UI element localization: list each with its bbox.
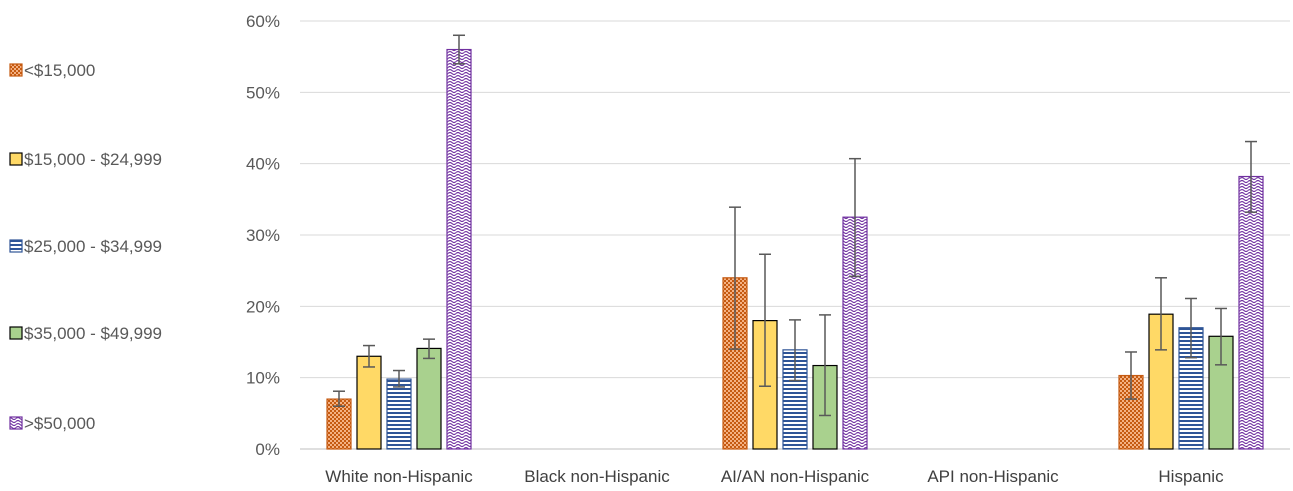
bar (1118, 374, 1144, 450)
legend-item: $15,000 - $24,999 (9, 150, 162, 169)
x-category-label: Hispanic (1158, 467, 1224, 486)
legend-label: $15,000 - $24,999 (24, 150, 162, 169)
x-category-label: AI/AN non-Hispanic (721, 467, 870, 486)
legend-item: $35,000 - $49,999 (9, 324, 162, 343)
legend-swatch (9, 152, 23, 166)
legend-label: >$50,000 (24, 414, 95, 433)
y-tick-label: 60% (246, 12, 280, 31)
legend-swatch (9, 326, 23, 340)
legend-label: $35,000 - $49,999 (24, 324, 162, 343)
error-bar (729, 206, 741, 350)
error-bar (363, 344, 375, 368)
y-tick-label: 50% (246, 83, 280, 102)
bar (1238, 175, 1264, 450)
x-category-label: API non-Hispanic (927, 467, 1059, 486)
error-bar (393, 369, 405, 388)
legend-item: <$15,000 (9, 61, 95, 80)
bar (386, 378, 412, 450)
error-bar (1245, 140, 1257, 213)
error-bar (789, 319, 801, 382)
y-tick-label: 10% (246, 369, 280, 388)
error-bar (423, 338, 435, 360)
x-category-label: Black non-Hispanic (524, 467, 670, 486)
legend-label: <$15,000 (24, 61, 95, 80)
x-category-label: White non-Hispanic (325, 467, 473, 486)
y-tick-label: 20% (246, 297, 280, 316)
bar (416, 347, 442, 450)
error-bar (1215, 307, 1227, 366)
legend-swatch (9, 416, 23, 430)
bar (356, 355, 382, 450)
legend-swatch (9, 63, 23, 77)
x-axis-category-labels: White non-Hispanic Black non-Hispanic AI/A… (325, 467, 1224, 486)
error-bar (333, 390, 345, 407)
error-bar (1155, 277, 1167, 351)
error-bar (1125, 351, 1137, 400)
bar (326, 398, 352, 450)
bar (446, 48, 472, 450)
error-bar (453, 34, 465, 65)
error-bar (1185, 297, 1197, 359)
bars (326, 48, 1264, 450)
error-bars (333, 34, 1257, 417)
error-bar (819, 314, 831, 417)
legend: <$15,000 $15,000 - $24,999 $25,000 - $34,9… (9, 61, 162, 433)
legend-swatch (9, 239, 23, 253)
error-bar (849, 157, 861, 278)
legend-item: $25,000 - $34,999 (9, 237, 162, 256)
error-bar (759, 253, 771, 387)
y-tick-label: 0% (255, 440, 280, 459)
legend-item: >$50,000 (9, 414, 95, 433)
y-tick-label: 30% (246, 226, 280, 245)
y-axis-tick-labels: 0% 10% 20% 30% 40% 50% 60% (246, 12, 280, 459)
y-tick-label: 40% (246, 155, 280, 174)
bar (1148, 313, 1174, 450)
legend-label: $25,000 - $34,999 (24, 237, 162, 256)
